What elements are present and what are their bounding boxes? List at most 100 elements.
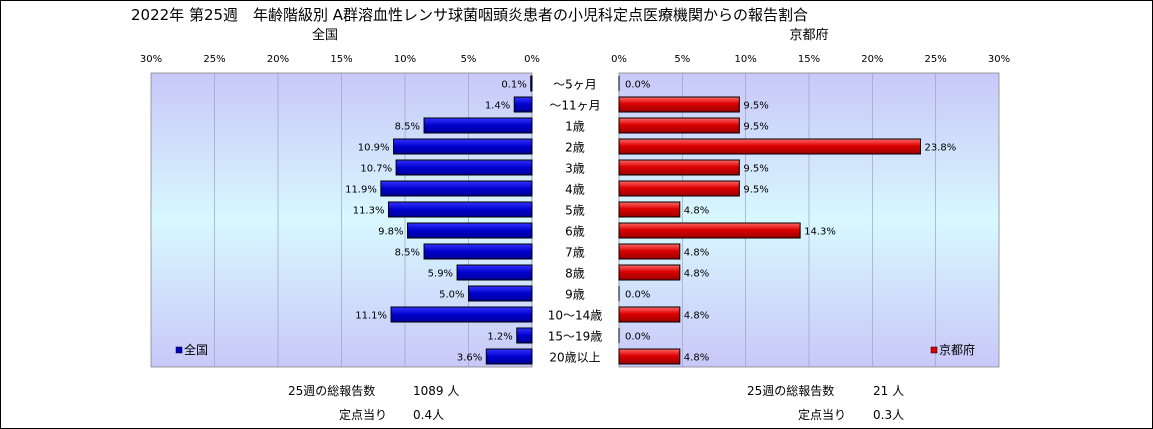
left-data-label: 11.9% xyxy=(345,185,377,196)
category-label: 5歳 xyxy=(565,204,585,218)
right-data-label: 4.8% xyxy=(684,269,709,280)
left-bar xyxy=(468,285,533,302)
right-panel: 0% 5% 10% 15% 20% 25% 30% 0.0% 9.5% 9.5% 23.8% 9.5%… xyxy=(611,54,1010,368)
left-bar xyxy=(390,306,533,323)
left-tick-label: 15% xyxy=(330,54,352,65)
right-tick-label: 15% xyxy=(798,54,820,65)
right-legend: 京都府 xyxy=(930,342,975,357)
right-bar xyxy=(618,222,801,239)
category-label: 15～19歳 xyxy=(548,330,603,344)
left-data-label: 3.6% xyxy=(457,353,482,364)
left-data-label: 10.7% xyxy=(360,164,392,175)
left-data-label: 1.2% xyxy=(487,332,512,343)
left-total-value: 1089 人 xyxy=(413,384,459,398)
category-label: 8歳 xyxy=(565,267,585,281)
right-bar xyxy=(618,96,740,113)
right-data-label: 9.5% xyxy=(743,101,768,112)
left-bar xyxy=(407,222,533,239)
left-tick-label: 10% xyxy=(394,54,416,65)
right-bar xyxy=(618,306,681,323)
right-bar xyxy=(618,201,681,218)
left-bar xyxy=(387,201,533,218)
right-data-label: 0.0% xyxy=(625,332,650,343)
right-total-value: 21 人 xyxy=(873,384,904,398)
left-data-label: 5.9% xyxy=(428,269,453,280)
left-bar xyxy=(456,264,533,281)
right-bar xyxy=(618,348,681,365)
left-legend: 全国 xyxy=(175,342,208,357)
right-bar xyxy=(618,264,681,281)
left-data-label: 0.1% xyxy=(501,80,526,91)
left-tick-label: 5% xyxy=(461,54,477,65)
category-label: 2歳 xyxy=(565,141,585,155)
left-data-label: 8.5% xyxy=(395,122,420,133)
right-bar xyxy=(618,243,681,260)
right-per-label: 定点当り xyxy=(798,407,846,422)
left-data-label: 11.1% xyxy=(355,311,387,322)
right-tick-label: 20% xyxy=(861,54,883,65)
category-label: 10～14歳 xyxy=(548,309,603,323)
category-label: ～11ヶ月 xyxy=(549,99,600,113)
right-data-label: 14.3% xyxy=(804,227,836,238)
left-tick-label: 20% xyxy=(267,54,289,65)
left-panel-subtitle: 全国 xyxy=(312,27,338,43)
right-per-value: 0.3人 xyxy=(873,408,904,422)
right-bar xyxy=(618,180,740,197)
left-tick-label: 25% xyxy=(203,54,225,65)
category-label: ～5ヶ月 xyxy=(553,78,597,92)
left-bar xyxy=(393,138,533,155)
right-data-label: 4.8% xyxy=(684,248,709,259)
right-bar xyxy=(618,117,740,134)
left-legend-swatch xyxy=(175,346,183,354)
right-panel-subtitle: 京都府 xyxy=(789,28,828,43)
left-data-label: 10.9% xyxy=(358,143,390,154)
category-labels: ～5ヶ月 ～11ヶ月 1歳 2歳 3歳 4歳 5歳 6歳 7歳 8歳 9歳 10～14歳 15～19歳 2… xyxy=(548,78,603,365)
left-legend-label: 全国 xyxy=(184,342,208,357)
right-total-label: 25週の総報告数 xyxy=(747,383,834,398)
category-label: 7歳 xyxy=(565,246,585,260)
left-data-label: 1.4% xyxy=(485,101,510,112)
left-data-label: 9.8% xyxy=(378,227,403,238)
left-data-label: 5.0% xyxy=(439,290,464,301)
left-data-label: 11.3% xyxy=(353,206,385,217)
category-label: 9歳 xyxy=(565,288,585,302)
right-tick-label: 10% xyxy=(735,54,757,65)
category-label: 6歳 xyxy=(565,225,585,239)
right-data-label: 4.8% xyxy=(684,311,709,322)
left-bar xyxy=(380,180,533,197)
right-legend-swatch xyxy=(930,346,938,354)
left-data-label: 8.5% xyxy=(395,248,420,259)
category-label: 1歳 xyxy=(565,120,585,134)
right-data-label: 0.0% xyxy=(625,290,650,301)
right-bar xyxy=(618,138,921,155)
right-legend-label: 京都府 xyxy=(939,342,975,357)
left-total-label: 25週の総報告数 xyxy=(288,383,375,398)
left-bar xyxy=(395,159,533,176)
right-data-label: 0.0% xyxy=(625,80,650,91)
chart-title: 2022年 第25週 年齢階級別 A群溶血性レンサ球菌咽頭炎患者の小児科定点医療… xyxy=(131,6,808,24)
category-label: 3歳 xyxy=(565,162,585,176)
right-tick-label: 5% xyxy=(674,54,690,65)
left-tick-label: 0% xyxy=(524,54,540,65)
left-tick-label: 30% xyxy=(140,54,162,65)
left-bar xyxy=(423,117,533,134)
right-bar xyxy=(618,159,740,176)
category-label: 20歳以上 xyxy=(549,351,600,365)
right-data-label: 4.8% xyxy=(684,353,709,364)
left-bar xyxy=(530,75,533,92)
left-bar xyxy=(423,243,533,260)
right-data-label: 9.5% xyxy=(743,185,768,196)
right-tick-label: 0% xyxy=(611,54,627,65)
left-bar xyxy=(513,96,533,113)
left-panel: 30% 25% 20% 15% 10% 5% 0% 0.1% 1.4% 8.5% 10.9% 10.7… xyxy=(140,54,540,368)
category-label: 4歳 xyxy=(565,183,585,197)
left-per-value: 0.4人 xyxy=(413,408,444,422)
left-per-label: 定点当り xyxy=(339,407,387,422)
right-tick-label: 30% xyxy=(988,54,1010,65)
right-data-label: 9.5% xyxy=(743,122,768,133)
left-bar xyxy=(516,327,533,344)
right-data-label: 4.8% xyxy=(684,206,709,217)
left-bar xyxy=(485,348,533,365)
